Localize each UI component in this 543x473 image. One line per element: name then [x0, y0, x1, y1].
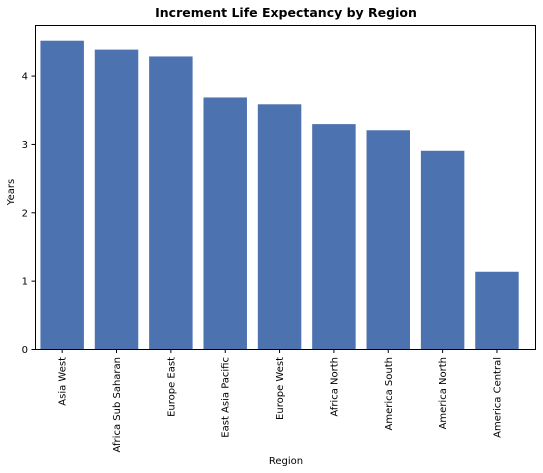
x-axis-label: Region	[269, 456, 303, 467]
x-axis: Asia West Africa Sub Saharan Europe East Ea…	[58, 350, 504, 453]
bars	[40, 41, 518, 349]
bar	[475, 272, 518, 349]
x-tick-label: Asia West	[58, 357, 69, 406]
x-tick-label: Africa North	[329, 357, 340, 417]
bar	[203, 97, 246, 349]
x-tick-label: East Asia Pacific	[221, 357, 232, 438]
y-tick-label: 4	[22, 72, 28, 83]
y-tick-label: 2	[22, 208, 28, 219]
y-tick-label: 3	[22, 140, 28, 151]
x-tick-label: Europe West	[275, 357, 286, 420]
bar	[149, 56, 192, 349]
bar	[258, 104, 301, 349]
x-tick-label: America North	[438, 357, 449, 429]
x-tick-label: Africa Sub Saharan	[112, 357, 123, 452]
x-tick-label: America Central	[492, 357, 503, 438]
y-tick-label: 0	[22, 345, 28, 356]
x-tick-label: America South	[384, 357, 395, 431]
bar	[312, 124, 355, 349]
y-axis: 0 1 2 3 4	[22, 72, 35, 356]
x-tick-label: Europe East	[166, 357, 177, 417]
bar	[367, 130, 410, 349]
chart-title: Increment Life Expectancy by Region	[155, 5, 417, 20]
bar	[40, 41, 83, 349]
bar	[95, 50, 138, 349]
y-axis-label: Years	[6, 179, 17, 206]
y-tick-label: 1	[22, 277, 28, 288]
bar	[421, 151, 464, 349]
